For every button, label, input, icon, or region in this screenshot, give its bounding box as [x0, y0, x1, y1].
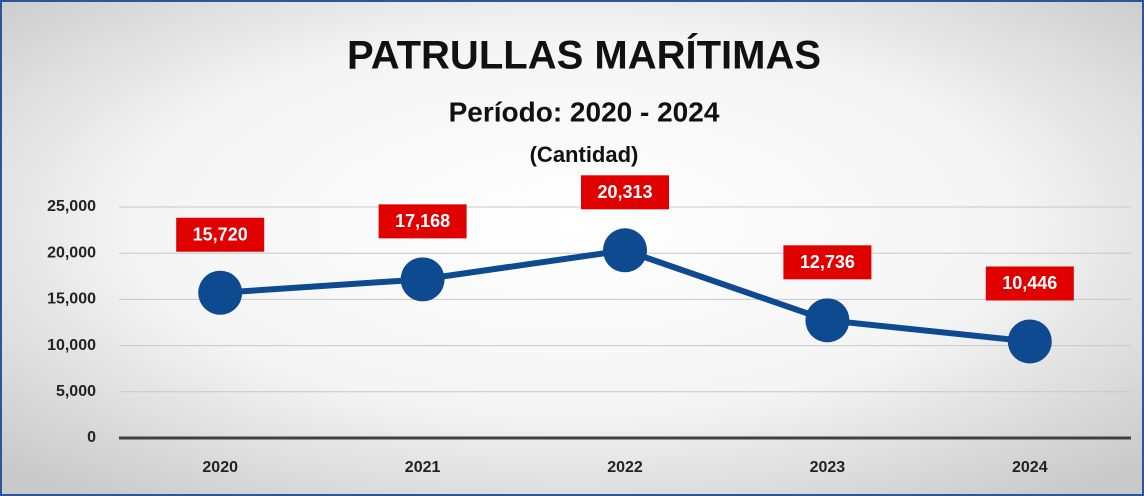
data-label-box — [783, 245, 872, 280]
y-tick-label: 25,000 — [47, 198, 96, 215]
data-label: 10,446 — [1002, 273, 1057, 293]
x-tick-label: 2022 — [607, 459, 643, 476]
data-label: 12,736 — [800, 252, 855, 272]
data-label: 15,720 — [193, 224, 248, 244]
data-label: 17,168 — [395, 211, 450, 231]
y-tick-label: 0 — [87, 429, 96, 446]
point — [400, 257, 445, 302]
data-label: 20,313 — [597, 182, 652, 202]
chart-subtitle: Período: 2020 - 2024 — [449, 96, 720, 127]
unit-label: (Cantidad) — [530, 142, 639, 167]
x-tick-label: 2021 — [405, 459, 441, 476]
point — [1007, 319, 1052, 364]
y-tick-label: 10,000 — [47, 337, 96, 354]
chart-title: PATRULLAS MARÍTIMAS — [347, 33, 821, 78]
x-tick-label: 2020 — [202, 459, 238, 476]
point — [603, 228, 647, 273]
data-label-box — [378, 204, 467, 239]
point — [198, 270, 243, 315]
x-tick-label: 2024 — [1012, 459, 1048, 476]
y-tick-label: 5,000 — [56, 383, 96, 400]
data-label-box — [985, 266, 1074, 301]
y-tick-label: 15,000 — [47, 291, 96, 308]
x-tick-label: 2023 — [810, 459, 846, 476]
y-tick-label: 20,000 — [47, 244, 96, 261]
data-label-box — [176, 217, 265, 252]
data-label-box — [581, 175, 669, 210]
point — [805, 298, 850, 343]
